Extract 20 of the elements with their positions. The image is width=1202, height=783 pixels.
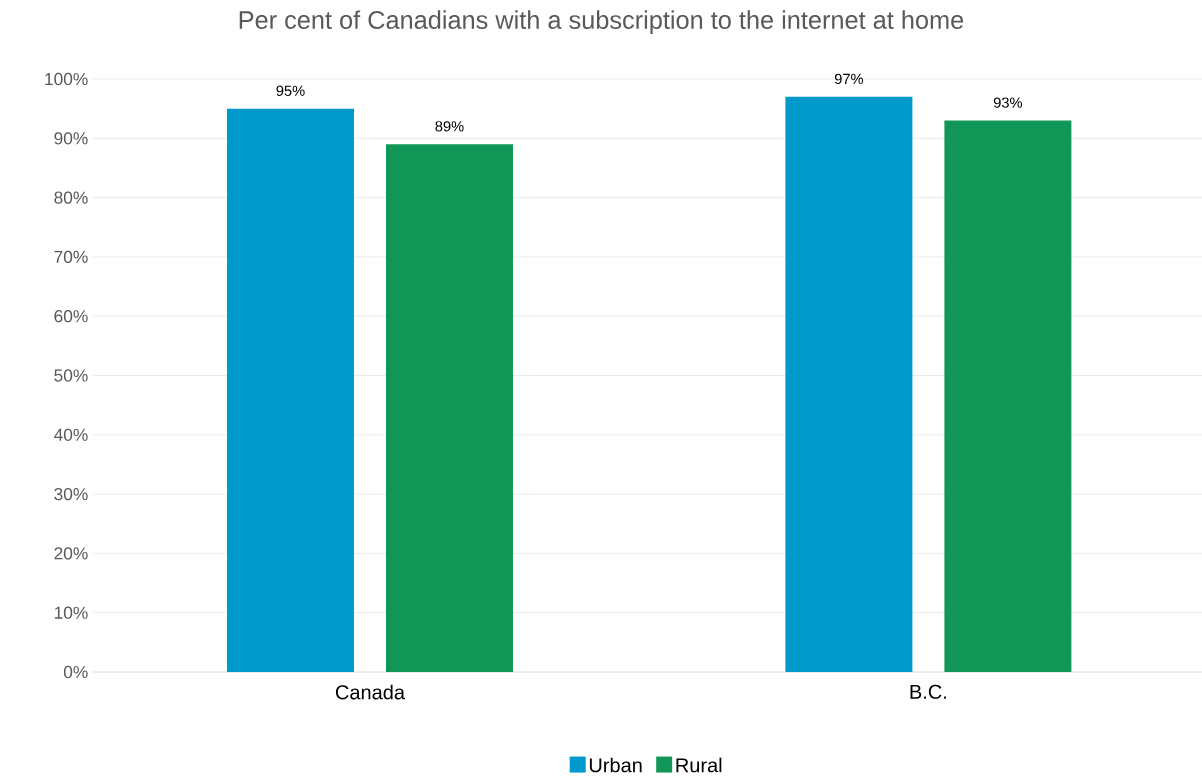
chart-title: Per cent of Canadians with a subscription to the internet at home (239, 10, 964, 34)
data-label: 97% (834, 73, 864, 85)
x-tick-label: B.C. (910, 684, 946, 699)
y-tick-label: 80% (54, 191, 88, 204)
y-tick-label: 50% (54, 369, 88, 382)
y-tick-label: 20% (54, 547, 88, 560)
data-label: 89% (435, 121, 464, 132)
y-tick-label: 30% (54, 487, 88, 501)
data-label: 95% (276, 85, 305, 96)
y-tick-label: 60% (54, 310, 88, 323)
y-tick-label: 0% (63, 665, 88, 679)
y-tick-label: 40% (54, 428, 88, 441)
x-tick-label: Canada (335, 684, 405, 700)
y-tick-label: 10% (54, 606, 88, 619)
y-tick-label: 70% (54, 250, 88, 264)
y-tick-label: 90% (54, 132, 88, 145)
legend-label: Rural (676, 757, 722, 773)
y-tick-label: 100% (45, 72, 88, 86)
legend-label: Urban (589, 757, 642, 773)
data-label: 93% (993, 97, 1023, 108)
